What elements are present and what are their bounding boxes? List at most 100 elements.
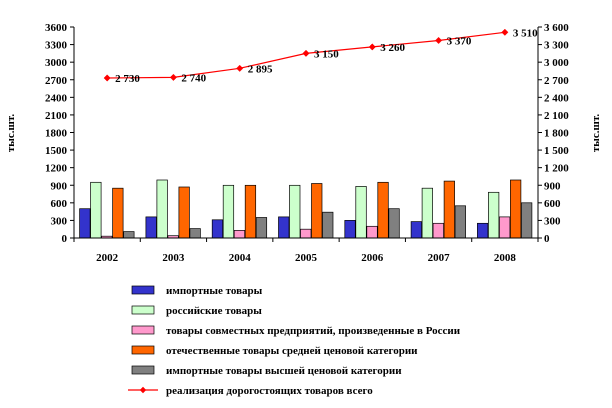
bar-series-5 [255, 217, 268, 239]
axes [73, 27, 539, 239]
line-point [103, 74, 111, 82]
legend-swatch [131, 365, 155, 375]
right-tick-label: 300 [544, 215, 561, 227]
data-label: 3 370 [447, 35, 472, 47]
bar-series-2 [421, 187, 433, 239]
data-label: 2 730 [115, 73, 140, 85]
bar-series-2 [289, 184, 301, 239]
right-tick-label: 3 000 [544, 57, 569, 69]
left-tick-label: 3600 [45, 22, 68, 34]
bar-series-4 [443, 180, 455, 239]
legend-swatch [131, 345, 155, 355]
data-label: 3 260 [380, 42, 405, 54]
bar-series-3 [233, 230, 246, 239]
left-ticks: 0 300 600 900 1200 1500 1800 2100 2400 2700 3000 33… [45, 22, 74, 245]
data-label: 3 510 [513, 27, 538, 39]
bar-series-5 [388, 208, 400, 239]
right-ticks: 0 300 600 900 1 200 1 500 1 800 2 100 2 400 2 700… [538, 22, 569, 245]
line-point [501, 28, 509, 36]
bar-series-2 [156, 179, 168, 239]
bar-series-4 [311, 183, 323, 239]
right-tick-label: 2 400 [544, 92, 569, 104]
right-tick-label: 3 300 [544, 40, 569, 52]
legend-label: отечественные товары средней ценовой кат… [166, 345, 418, 357]
category-label: 2002 [96, 252, 119, 264]
line-point [169, 73, 177, 81]
bar-series-1 [211, 219, 224, 239]
bar-series-1 [278, 216, 290, 239]
bar-series-1 [477, 222, 489, 239]
category-label: 2003 [162, 252, 185, 264]
line-point [302, 49, 310, 57]
bar-series-2 [222, 184, 235, 239]
line-series: 2 730 2 740 2 895 3 150 3 260 3 370 3 510 [103, 27, 538, 85]
right-tick-label: 1 800 [544, 128, 569, 140]
bar-series-5 [322, 211, 334, 239]
y-axis-label-left: тыс.шт. [5, 114, 17, 152]
category-label: 2005 [295, 252, 318, 264]
bar-series-3 [366, 225, 378, 239]
legend-label: российские товары [166, 305, 262, 317]
bar-series-1 [344, 220, 356, 239]
right-tick-label: 2 700 [544, 75, 569, 87]
right-tick-label: 2 100 [544, 110, 569, 122]
legend: импортные товары российские товары товары … [128, 285, 461, 397]
bar-series-4 [244, 184, 257, 239]
left-tick-label: 900 [51, 180, 68, 192]
legend-label: реализация дорогостоящих товаров всего [166, 385, 373, 397]
right-tick-label: 0 [544, 233, 550, 245]
bar-series-4 [178, 186, 190, 239]
line-point [368, 43, 376, 51]
left-tick-label: 3300 [45, 40, 68, 52]
category-label: 2008 [494, 252, 517, 264]
left-tick-label: 1800 [45, 128, 68, 140]
line-point [435, 36, 443, 45]
right-tick-label: 3 600 [544, 22, 569, 34]
category-label: 2007 [428, 252, 451, 264]
left-tick-label: 2400 [45, 92, 68, 104]
right-tick-label: 900 [544, 180, 561, 192]
right-tick-label: 1 200 [544, 163, 569, 175]
data-label: 2 740 [181, 72, 206, 84]
bar-series-5 [454, 205, 466, 239]
legend-swatch [131, 285, 155, 295]
bars [79, 179, 533, 239]
legend-marker [139, 386, 147, 394]
bar-series-1 [79, 208, 91, 239]
data-label: 3 150 [314, 48, 339, 60]
category-label: 2004 [229, 252, 252, 264]
left-tick-label: 2700 [45, 75, 68, 87]
bar-series-4 [112, 187, 124, 239]
bar-series-5 [189, 228, 201, 239]
left-tick-label: 600 [51, 198, 68, 210]
legend-label: импортные товары высшей ценовой категори… [166, 365, 402, 377]
bar-series-2 [488, 191, 500, 239]
bar-series-2 [355, 186, 367, 239]
bar-series-4 [510, 179, 522, 239]
left-tick-label: 1500 [45, 145, 68, 157]
bar-series-5 [521, 202, 533, 239]
bar-series-4 [377, 181, 389, 239]
bar-series-3 [300, 228, 312, 239]
left-tick-label: 0 [62, 233, 68, 245]
left-tick-label: 2100 [45, 110, 68, 122]
right-tick-label: 600 [544, 198, 561, 210]
left-tick-label: 3000 [45, 57, 68, 69]
category-labels: 2002 2003 2004 2005 2006 2007 2008 [73, 238, 539, 264]
bar-series-3 [499, 216, 511, 239]
legend-swatch [131, 305, 155, 315]
bar-series-1 [410, 221, 422, 239]
y-axis-label-right: тыс.шт. [590, 114, 602, 152]
data-label: 2 895 [248, 63, 273, 75]
bar-series-5 [123, 231, 135, 239]
bar-series-3 [432, 222, 444, 239]
category-label: 2006 [361, 252, 384, 264]
line-point [236, 64, 244, 72]
bar-series-2 [90, 181, 102, 239]
legend-label: импортные товары [166, 285, 263, 297]
left-tick-label: 300 [51, 215, 68, 227]
legend-label: товары совместных предприятий, произведе… [166, 325, 461, 337]
left-tick-label: 1200 [45, 163, 68, 175]
legend-swatch [131, 325, 155, 335]
